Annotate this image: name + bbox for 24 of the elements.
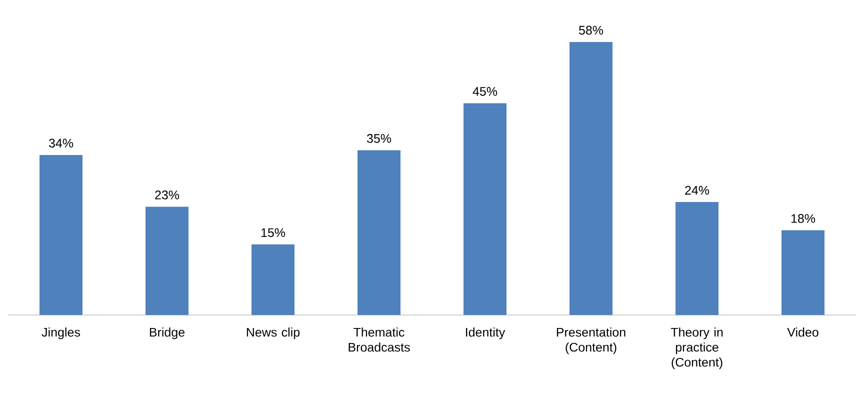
x-tick-label: Jingles: [42, 327, 80, 340]
x-tick-label: Theory in practice (Content): [670, 327, 723, 370]
data-label: 34%: [48, 138, 74, 148]
bar: [464, 103, 506, 315]
data-label: 24%: [685, 186, 710, 195]
data-label: 18%: [791, 214, 816, 223]
bar: [570, 42, 613, 315]
x-tick-label: Presentation (Content): [556, 327, 626, 354]
x-tick-label: Identity: [466, 327, 506, 340]
bar: [252, 244, 294, 315]
bar: [782, 230, 825, 315]
bar: [358, 150, 400, 315]
x-tick-label: Thematic Broadcasts: [348, 327, 410, 352]
data-label: 23%: [155, 190, 180, 200]
data-label: 45%: [472, 87, 498, 96]
data-label: 35%: [366, 134, 392, 143]
data-label: 58%: [578, 26, 604, 35]
x-tick-label: News clip: [246, 327, 300, 340]
bar: [676, 202, 719, 315]
bar: [40, 154, 82, 315]
x-tick-label: Video: [787, 327, 818, 337]
data-label: 15%: [261, 228, 286, 238]
bar: [146, 206, 188, 315]
x-tick-label: Bridge: [150, 327, 184, 340]
